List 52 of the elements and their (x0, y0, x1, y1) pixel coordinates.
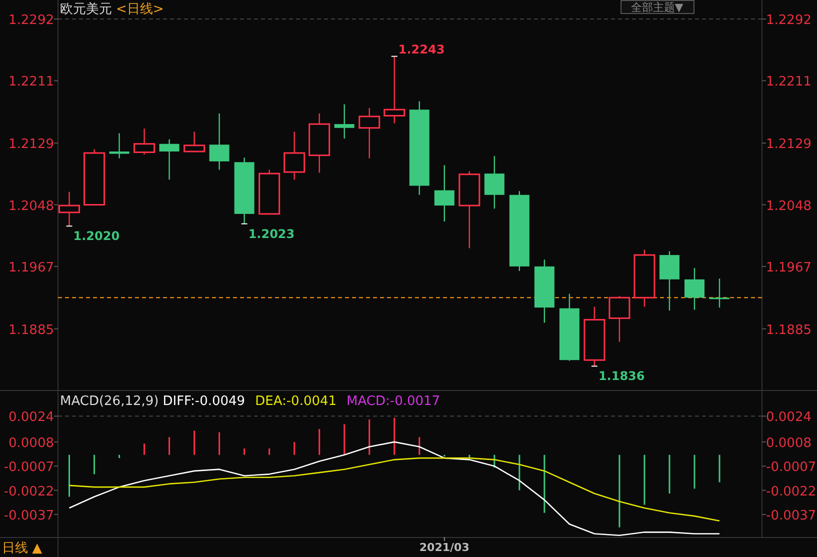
y-tick-label: -0.0022 (4, 484, 54, 500)
y2-tick-label: 1.1885 (766, 322, 812, 338)
line-series (68, 441, 720, 536)
y-tick-label: 1.2211 (8, 74, 54, 90)
candlestick (484, 155, 504, 210)
candlestick (684, 267, 704, 310)
y2-tick-label: 0.0008 (766, 436, 812, 451)
y-tick-label: 1.2292 (8, 13, 54, 28)
y2-tick-label: 1.1967 (766, 260, 812, 276)
toolbar: 全部主题▼ (620, 0, 694, 14)
y-tick-label: 1.1885 (8, 322, 54, 338)
y2-tick-label: 0.0024 (766, 410, 812, 426)
candlestick (709, 278, 730, 308)
series-label: MACD:-0.0017 (346, 394, 440, 409)
candlestick (184, 131, 206, 153)
candlestick (608, 296, 630, 342)
text: 日线 ▲ (2, 541, 42, 556)
y2-tick-label: -0.0037 (766, 508, 816, 524)
y2-tick-label: 1.2292 (766, 13, 812, 28)
line-series (68, 457, 720, 522)
y2-tick-label: -0.0022 (766, 484, 816, 500)
annotation: 1.1836 (598, 369, 645, 384)
y-tick-label: 1.2129 (8, 137, 54, 152)
candlestick (334, 104, 354, 140)
annotation: 1.2020 (73, 229, 120, 244)
candlestick (109, 132, 130, 159)
y-tick-label: -0.0007 (4, 460, 54, 476)
candlestick (134, 128, 156, 156)
candlestick (284, 131, 306, 180)
text: DEA:-0.0041 (255, 394, 337, 409)
y2-tick-label: -0.0007 (766, 460, 816, 476)
y2-tick-label: 1.2048 (766, 198, 812, 214)
chart-title: 欧元美元 (60, 1, 112, 17)
annotation: 全部主题▼ (630, 1, 684, 14)
y2-tick-label: 1.2211 (766, 74, 812, 90)
candlestick (384, 56, 406, 124)
y-tick-label: 1.2048 (8, 198, 54, 214)
candlestick (358, 108, 380, 159)
y-tick-label: 1.1967 (8, 260, 54, 276)
y2-tick-label: 1.2129 (766, 137, 812, 152)
annotation: 1.2023 (248, 226, 295, 241)
x-tick-label: 2021/03 (419, 541, 470, 554)
chart-title: MACD(26,12,9) (60, 394, 159, 409)
y-tick-label: 0.0024 (8, 410, 54, 426)
candlestick (209, 112, 230, 170)
annotation: 1.2243 (398, 42, 445, 56)
candlestick (434, 164, 454, 222)
y-tick-label: 0.0008 (8, 436, 54, 451)
candlestick (159, 138, 180, 180)
text: DIFF:-0.0049 (162, 394, 246, 409)
y-tick-label: -0.0037 (4, 508, 54, 524)
chart-subtitle: <日线> (116, 2, 164, 17)
